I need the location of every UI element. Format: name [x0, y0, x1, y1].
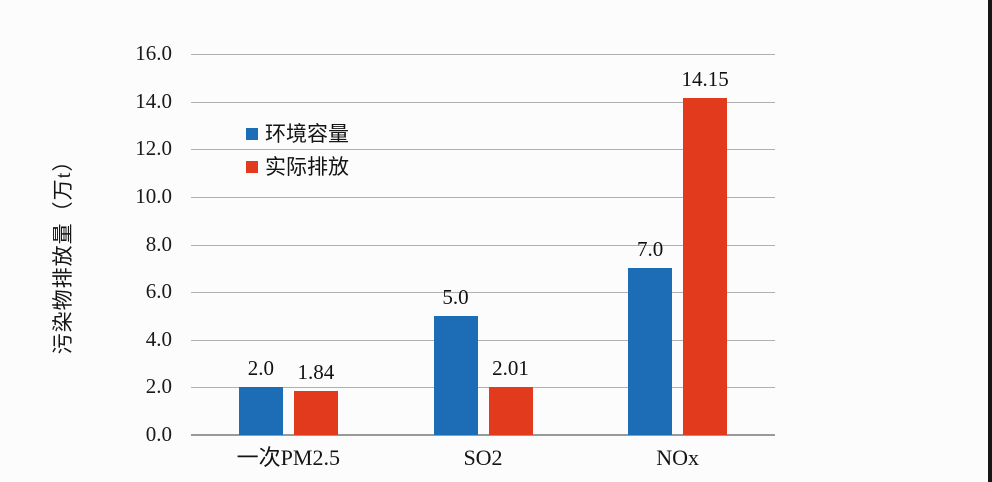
gridline: [191, 196, 775, 198]
y-tick-label: 12.0: [135, 136, 172, 161]
bar-value-label: 14.15: [681, 67, 729, 92]
gridline: [191, 339, 775, 341]
y-tick-label: 0.0: [145, 422, 172, 446]
bar-value-label: 2.01: [492, 356, 529, 381]
x-tick-label: SO2: [463, 445, 503, 470]
y-tick-label: 2.0: [145, 374, 172, 399]
gridline: [191, 54, 775, 55]
x-axis-line: [191, 434, 775, 436]
y-tick-label: 16.0: [135, 41, 172, 65]
y-tick-label: 8.0: [145, 231, 172, 256]
legend-swatch: [246, 161, 258, 173]
right-edge-border: [988, 0, 992, 482]
y-tick-label: 6.0: [145, 279, 172, 304]
legend-swatch: [246, 128, 258, 140]
bar-actual: [683, 98, 728, 435]
y-tick-label: 10.0: [135, 183, 172, 208]
bar-actual: [488, 387, 533, 435]
x-tick-label: NOx: [656, 445, 700, 470]
gridline: [191, 292, 775, 294]
legend-label: 实际排放: [265, 155, 349, 179]
gridline: [191, 149, 775, 151]
x-tick-label: 一次PM2.5: [236, 445, 340, 470]
y-tick-label: 4.0: [145, 326, 172, 351]
bar-value-label: 5.0: [442, 284, 469, 309]
legend: 环境容量 实际排放: [246, 122, 349, 188]
gridline: [191, 101, 775, 103]
bar-actual: [293, 391, 338, 435]
legend-label: 环境容量: [265, 122, 349, 146]
gridline: [191, 244, 775, 246]
gridline: [191, 387, 775, 389]
bar-capacity: [628, 268, 673, 435]
y-tick-label: 14.0: [135, 88, 172, 113]
bar-value-label: 2.0: [247, 356, 274, 381]
legend-item: 实际排放: [246, 155, 349, 179]
bar-capacity: [433, 315, 478, 435]
bar-capacity: [238, 387, 283, 435]
legend-item: 环境容量: [246, 122, 349, 146]
y-axis-title: 污染物排放量（万t）: [51, 149, 75, 355]
bar-value-label: 1.84: [297, 360, 335, 385]
bar-value-label: 7.0: [637, 237, 664, 262]
